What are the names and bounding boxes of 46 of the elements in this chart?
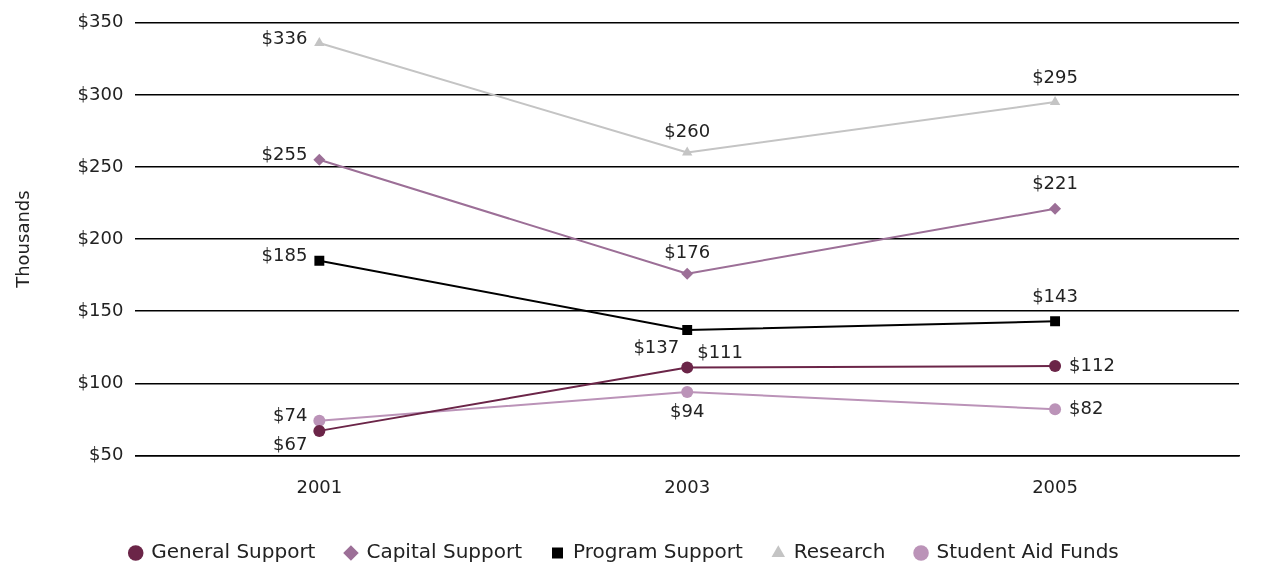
data-label: $67 — [272, 432, 308, 454]
legend-label: Research — [793, 539, 886, 564]
data-label: $82 — [1069, 396, 1104, 418]
point — [682, 146, 693, 156]
point — [1049, 403, 1062, 416]
y-tick-label: $200 — [77, 226, 124, 248]
point — [1049, 202, 1062, 215]
point — [314, 36, 325, 46]
point — [1050, 316, 1061, 327]
data-label: $221 — [1032, 172, 1078, 194]
data-label: $260 — [664, 120, 711, 142]
y-tick-label: $100 — [77, 370, 124, 392]
y-tick-label: $150 — [77, 298, 124, 320]
point — [681, 267, 694, 280]
legend-label: Capital Support — [366, 539, 523, 564]
data-label: $112 — [1069, 353, 1115, 375]
data-label: $255 — [261, 143, 308, 165]
point — [313, 424, 326, 437]
data-label: $137 — [633, 335, 680, 357]
data-label: $176 — [664, 241, 711, 263]
point — [313, 414, 326, 427]
point — [1049, 360, 1062, 372]
data-label: $74 — [272, 404, 308, 426]
point — [681, 385, 694, 398]
data-label: $185 — [261, 244, 308, 266]
data-label: $111 — [697, 341, 744, 363]
y-axis-title: Thousands — [12, 190, 34, 289]
x-tick-label: 2005 — [1032, 475, 1078, 497]
data-label: $336 — [261, 26, 308, 48]
point — [682, 325, 693, 335]
point — [314, 255, 325, 266]
y-tick-label: $250 — [77, 154, 124, 176]
point — [681, 361, 694, 374]
x-tick-label: 2003 — [664, 475, 711, 497]
data-label: $94 — [670, 399, 705, 421]
y-tick-label: $50 — [89, 443, 124, 465]
y-tick-label: $300 — [77, 82, 124, 104]
point — [313, 153, 326, 166]
legend-label: General Support — [151, 539, 316, 564]
y-tick-label: $350 — [77, 10, 124, 32]
legend-label: Program Support — [572, 539, 743, 564]
x-tick-label: 2001 — [296, 475, 343, 497]
data-label: $143 — [1032, 284, 1078, 306]
legend-label: Student Aid Funds — [936, 539, 1119, 564]
point — [1049, 96, 1061, 106]
data-label: $295 — [1032, 65, 1078, 87]
